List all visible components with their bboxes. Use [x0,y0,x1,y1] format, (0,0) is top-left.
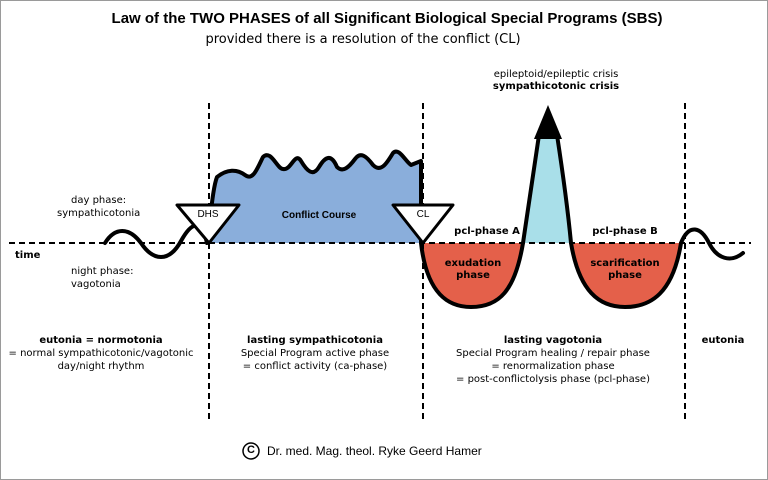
sympathicotonia-label: sympathicotonia [57,208,141,219]
scarification-label-1: scarification [590,258,660,269]
copyright-circle [242,442,260,460]
exudation-label-2: phase [456,270,490,281]
col3-heading: lasting vagotonia [503,335,603,346]
scarification-label-2: phase [608,270,642,281]
crisis-label-line1: epileptoid/epileptic crisis [493,69,619,80]
night-phase-label: night phase: [71,266,134,277]
copyright-text: Dr. med. Mag. theol. Ryke Geerd Hamer [267,444,482,458]
crisis-label-line2: sympathicotonic crisis [492,81,620,92]
col4-heading: eutonia [701,335,745,346]
pcl-phase-a-label: pcl-phase A [454,226,520,237]
col3-line3: = post-conflictolysis phase (pcl-phase) [456,374,650,385]
col2-heading: lasting sympathicotonia [247,335,383,346]
col3-line1: Special Program healing / repair phase [456,348,650,359]
col1-line2: day/night rhythm [57,361,145,372]
pcl-phase-b-label: pcl-phase B [592,226,658,237]
col1-line1: = normal sympathicotonic/vagotonic [8,348,194,359]
copyright-symbol: C [247,444,255,456]
dhs-label: DHS [197,209,219,220]
vagotonia-label: vagotonia [71,279,121,290]
cl-triangle [391,203,455,245]
col2-line1: Special Program active phase [240,348,390,359]
exudation-label-1: exudation [444,258,502,269]
time-label: time [15,250,41,261]
col1-heading: eutonia = normotonia [39,335,163,346]
col3-line2: = renormalization phase [491,361,615,372]
main-curve [103,133,745,309]
col2-line2: = conflict activity (ca-phase) [242,361,388,372]
scarification-phase-area [571,243,681,307]
conflict-course-area [207,151,421,243]
crisis-arrow-head [534,105,562,139]
day-phase-label: day phase: [71,195,127,206]
cl-label: CL [416,209,430,220]
exudation-phase-area [421,243,523,307]
conflict-course-label: Conflict Course [281,210,357,221]
dhs-triangle [175,203,241,245]
page-subtitle: provided there is a resolution of the co… [205,32,521,47]
page-title: Law of the TWO PHASES of all Significant… [111,10,663,27]
